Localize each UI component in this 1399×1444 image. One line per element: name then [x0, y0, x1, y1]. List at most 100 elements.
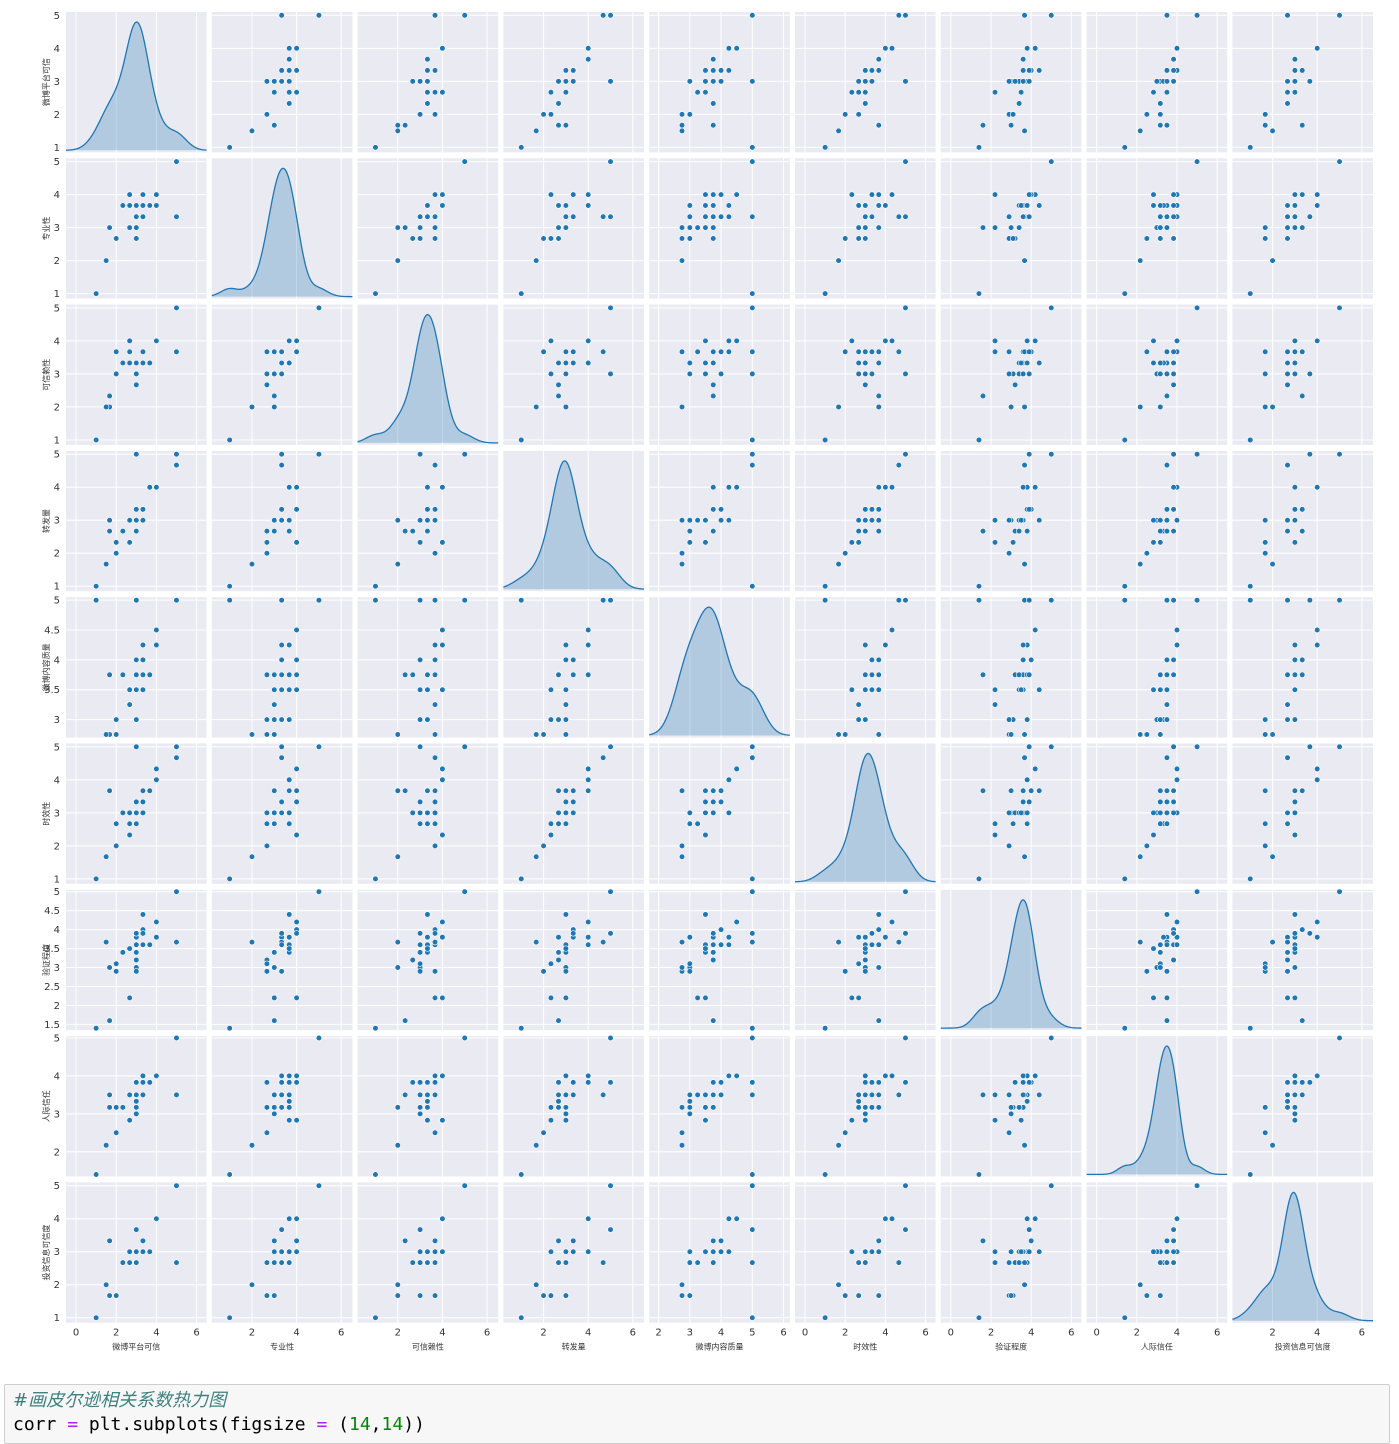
scatter-point	[1291, 930, 1298, 937]
scatter-point	[842, 1292, 849, 1299]
scatter-point	[271, 1237, 278, 1244]
scatter-point	[271, 1104, 278, 1111]
pairplot-panel-6-3	[503, 888, 644, 1032]
scatter-point	[146, 1248, 153, 1255]
scatter-point	[1005, 716, 1013, 723]
scatter-point	[1021, 853, 1028, 860]
scatter-point	[416, 1226, 424, 1233]
scatter-point	[749, 290, 756, 297]
scatter-point	[439, 776, 446, 783]
scatter-point	[855, 1259, 862, 1266]
scatter-point	[1007, 1104, 1015, 1111]
scatter-point	[547, 111, 555, 118]
scatter-point	[424, 506, 431, 513]
scatter-point	[126, 809, 133, 816]
scatter-point	[518, 1025, 525, 1032]
scatter-point	[1163, 67, 1171, 74]
scatter-point	[1010, 111, 1017, 118]
scatter-point	[875, 224, 882, 231]
scatter-point	[1157, 787, 1164, 794]
scatter-point	[686, 213, 693, 220]
scatter-point	[855, 517, 862, 524]
code-cell-input[interactable]: #画皮尔逊相关系数热力图 corr = plt.subplots(figsize…	[4, 1384, 1390, 1444]
pairplot-panel-1-8	[1232, 158, 1373, 299]
scatter-point	[725, 348, 732, 355]
scatter-point	[1170, 1248, 1177, 1255]
scatter-point	[1024, 776, 1031, 783]
scatter-point	[424, 484, 431, 491]
scatter-point	[1284, 213, 1291, 220]
scatter-point	[686, 1098, 693, 1105]
scatter-point	[842, 731, 849, 738]
scatter-point	[1021, 462, 1028, 469]
scatter-point	[1291, 686, 1298, 693]
scatter-point	[1336, 1034, 1343, 1042]
scatter-point	[686, 820, 693, 827]
scatter-point	[153, 641, 160, 649]
scatter-point	[126, 1091, 133, 1098]
scatter-point	[547, 686, 555, 693]
scatter-point	[286, 776, 293, 783]
x-tick-label: 2	[988, 1328, 994, 1339]
scatter-point	[1157, 539, 1164, 546]
scatter-point	[113, 235, 120, 242]
scatter-point	[103, 1281, 110, 1288]
scatter-point	[139, 1072, 147, 1080]
scatter-point	[991, 701, 999, 708]
scatter-point	[1170, 656, 1177, 663]
scatter-point	[439, 831, 446, 839]
scatter-point	[1170, 743, 1177, 750]
scatter-point	[1016, 528, 1023, 535]
scatter-point	[293, 1237, 300, 1244]
scatter-point	[733, 191, 740, 198]
scatter-point	[678, 1292, 686, 1299]
code-token-equals: =	[67, 1414, 79, 1435]
scatter-point	[1016, 1259, 1023, 1266]
scatter-point	[278, 517, 285, 524]
code-line-comment: #画皮尔逊相关系数热力图	[13, 1389, 1381, 1413]
scatter-point	[372, 1025, 379, 1032]
scatter-point	[1163, 224, 1171, 231]
scatter-point	[126, 994, 133, 1001]
scatter-point	[1157, 213, 1164, 220]
scatter-point	[1036, 359, 1043, 367]
scatter-point	[293, 89, 300, 96]
scatter-point	[518, 1314, 525, 1321]
scatter-point	[1173, 918, 1181, 926]
scatter-point	[1173, 517, 1181, 524]
scatter-point	[686, 1110, 693, 1117]
scatter-point	[119, 671, 126, 678]
scatter-point	[991, 348, 999, 355]
scatter-point	[153, 202, 160, 209]
scatter-point	[1314, 626, 1321, 634]
scatter-point	[902, 451, 909, 458]
scatter-point	[585, 787, 592, 794]
scatter-point	[1291, 798, 1298, 806]
scatter-point	[113, 1129, 120, 1136]
scatter-point	[875, 671, 882, 678]
scatter-point	[372, 597, 379, 604]
scatter-point	[678, 1104, 686, 1111]
panel-background	[503, 158, 644, 299]
scatter-point	[133, 1248, 140, 1255]
scatter-point	[710, 224, 717, 231]
scatter-point	[1024, 1215, 1031, 1222]
scatter-point	[1314, 641, 1321, 649]
scatter-point	[562, 122, 569, 129]
scatter-point	[293, 1117, 300, 1124]
scatter-point	[710, 787, 717, 794]
scatter-point	[562, 968, 569, 975]
x-axis-label-8: 投资信息可信度	[1275, 1342, 1331, 1352]
scatter-point	[1020, 798, 1027, 806]
pairplot-panel-1-2	[357, 158, 499, 299]
scatter-point	[263, 968, 271, 975]
scatter-point	[562, 716, 569, 723]
scatter-point	[1021, 731, 1028, 738]
scatter-point	[686, 202, 693, 209]
scatter-point	[1173, 776, 1181, 783]
pairplot-panel-1-1	[211, 158, 353, 299]
scatter-point	[1291, 337, 1298, 345]
scatter-point	[835, 127, 842, 134]
scatter-point	[1143, 842, 1150, 849]
